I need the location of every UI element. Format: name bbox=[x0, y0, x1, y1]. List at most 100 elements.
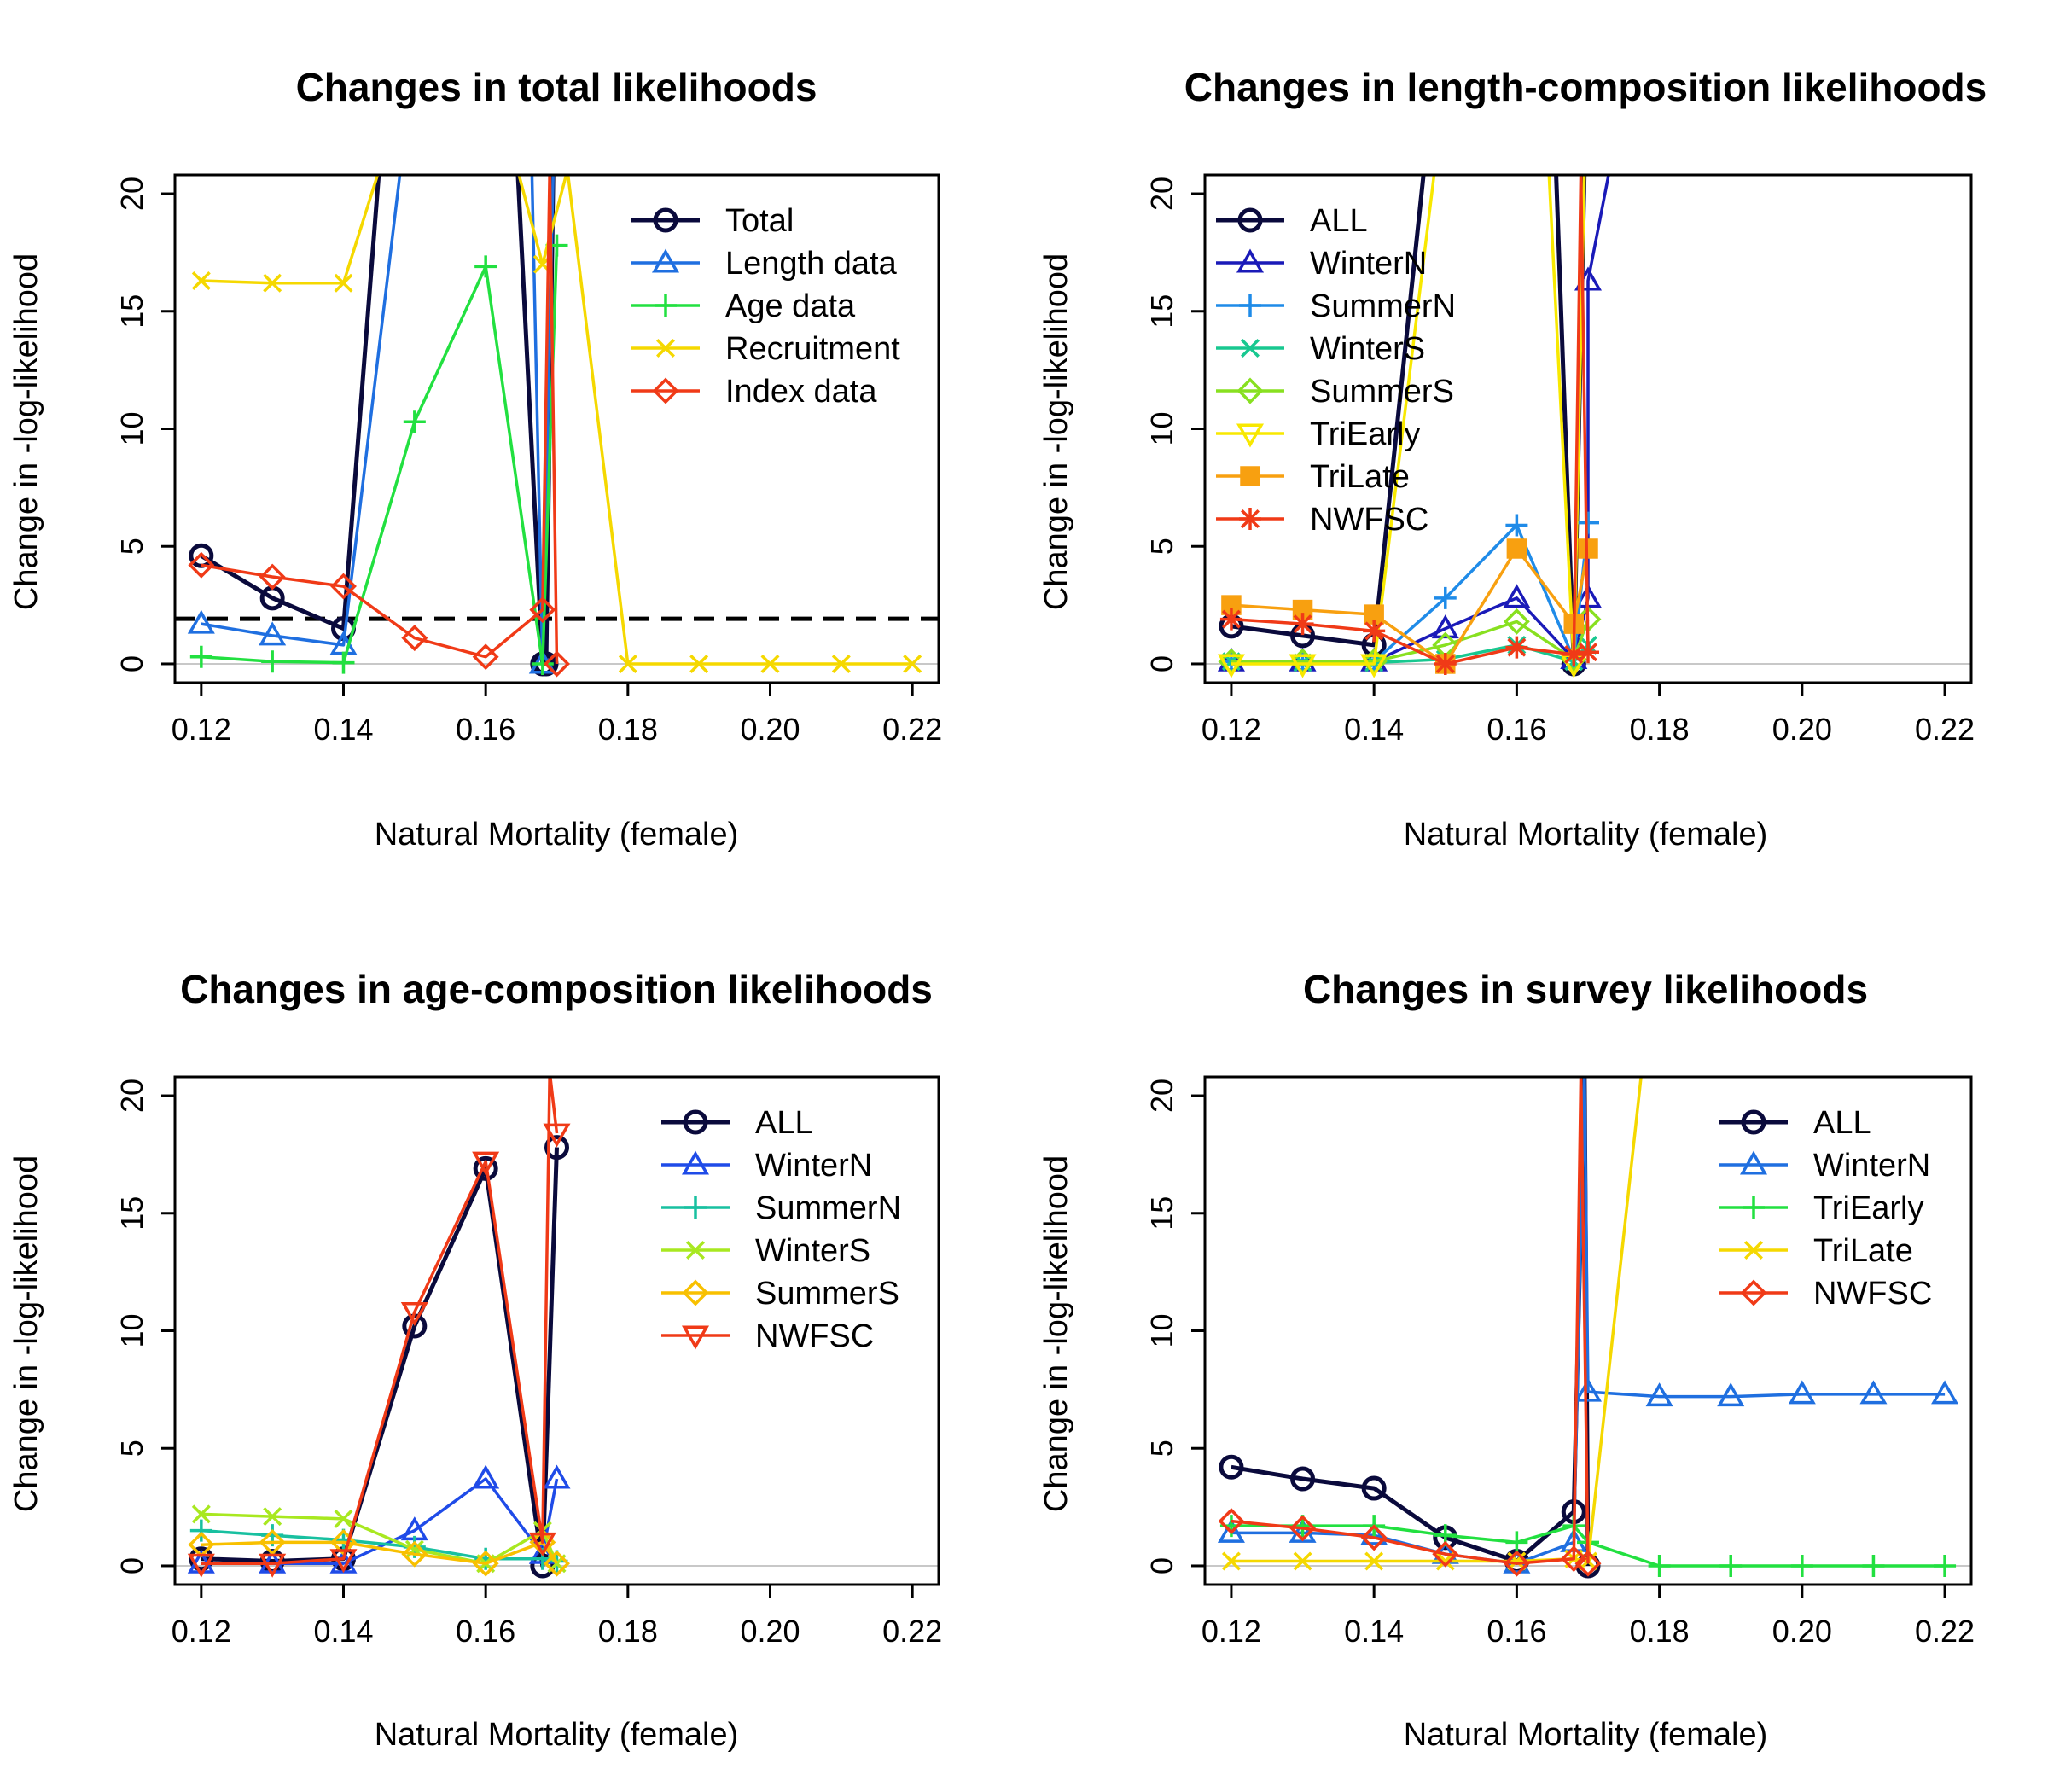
data-point bbox=[1505, 1531, 1528, 1554]
legend-marker bbox=[1744, 1241, 1763, 1260]
x-tick-label: 0.14 bbox=[1344, 1614, 1404, 1649]
panel-title: Changes in total likelihoods bbox=[296, 65, 817, 109]
x-tick-label: 0.22 bbox=[882, 712, 942, 747]
data-point bbox=[1503, 608, 1530, 635]
legend-label: Total bbox=[725, 203, 794, 239]
series-line bbox=[1231, 1524, 1946, 1568]
x-tick-label: 0.22 bbox=[1915, 712, 1975, 747]
legend-marker bbox=[1239, 294, 1261, 317]
legend-marker bbox=[656, 339, 675, 358]
data-point bbox=[544, 650, 570, 678]
data-point bbox=[259, 1553, 287, 1578]
data-point bbox=[189, 1519, 212, 1542]
legend-label: NWFSC bbox=[1310, 502, 1428, 538]
data-point bbox=[191, 1504, 211, 1524]
legend-label: ALL bbox=[755, 1105, 813, 1141]
y-tick-label: 5 bbox=[114, 1440, 149, 1457]
y-tick-label: 15 bbox=[114, 294, 149, 329]
legend-label: TriLate bbox=[1813, 1233, 1913, 1269]
plot-0: 0.12 0.14 0.16 0.18 0.20 0.22 0 5 10 15 20 Total Len… bbox=[114, 173, 942, 747]
y-tick-label: 10 bbox=[114, 1313, 149, 1347]
legend-label: SummerN bbox=[755, 1190, 901, 1226]
x-tick-label: 0.20 bbox=[740, 1614, 800, 1649]
legend-label: ALL bbox=[1813, 1105, 1871, 1141]
data-point bbox=[1431, 614, 1459, 639]
data-point bbox=[263, 273, 282, 293]
data-point bbox=[261, 650, 284, 673]
data-point bbox=[189, 645, 212, 668]
y-tick-label: 0 bbox=[1144, 655, 1179, 672]
data-point bbox=[1290, 1466, 1316, 1492]
x-tick-label: 0.22 bbox=[882, 1614, 942, 1649]
legend-label: SummerN bbox=[1310, 288, 1456, 324]
data-point bbox=[1574, 1377, 1603, 1402]
data-point bbox=[1645, 1382, 1673, 1407]
legend-label: TriLate bbox=[1310, 459, 1410, 495]
data-point bbox=[831, 654, 851, 673]
x-tick-label: 0.16 bbox=[456, 712, 515, 747]
data-point bbox=[1434, 652, 1457, 675]
legend-label: WinterS bbox=[1310, 331, 1425, 367]
data-point bbox=[1790, 1554, 1813, 1577]
y-tick-label: 0 bbox=[114, 1557, 149, 1574]
y-axis-label: Change in -log-likelihood bbox=[1039, 253, 1074, 610]
legend-item-ALL: ALL bbox=[1719, 1105, 1871, 1141]
legend-label: SummerS bbox=[1310, 374, 1454, 410]
data-point bbox=[1289, 654, 1317, 678]
y-tick-label: 5 bbox=[114, 538, 149, 555]
data-point bbox=[472, 1151, 500, 1176]
data-point bbox=[903, 654, 922, 673]
data-point bbox=[259, 563, 286, 591]
y-tick-label: 10 bbox=[1144, 411, 1179, 445]
data-point bbox=[544, 1550, 570, 1577]
legend-item-NWFSC: NWFSC bbox=[661, 1318, 874, 1354]
legend-item-ALL: ALL bbox=[661, 1105, 813, 1141]
legend-marker bbox=[651, 248, 680, 273]
legend-item-TriLate: TriLate bbox=[1216, 459, 1410, 495]
data-point bbox=[1562, 643, 1585, 666]
series-line bbox=[201, 175, 559, 665]
data-point bbox=[1364, 1551, 1384, 1571]
data-point bbox=[1648, 1554, 1671, 1577]
legend-label: WinterN bbox=[755, 1148, 872, 1184]
data-point bbox=[263, 1507, 282, 1527]
y-tick-label: 20 bbox=[114, 177, 149, 211]
x-tick-label: 0.14 bbox=[313, 712, 373, 747]
legend-marker bbox=[655, 294, 677, 317]
legend-label: Index data bbox=[725, 374, 877, 410]
data-point bbox=[1218, 1508, 1245, 1535]
data-point bbox=[1360, 1524, 1388, 1551]
x-tick-label: 0.12 bbox=[1201, 1614, 1261, 1649]
y-axis-label: Change in -log-likelihood bbox=[9, 1155, 44, 1512]
data-point bbox=[1219, 1454, 1244, 1480]
legend-label: WinterN bbox=[1310, 246, 1427, 282]
data-point bbox=[1217, 654, 1245, 678]
series-line bbox=[201, 175, 913, 666]
legend-item-Length data: Length data bbox=[631, 246, 898, 282]
data-point bbox=[1931, 1380, 1959, 1405]
data-point bbox=[1574, 1550, 1602, 1577]
x-tick-label: 0.20 bbox=[1772, 1614, 1832, 1649]
data-point bbox=[187, 609, 215, 634]
data-point bbox=[1434, 586, 1457, 609]
data-point bbox=[618, 654, 637, 673]
panel-title: Changes in length-composition likelihood… bbox=[1184, 65, 1987, 109]
data-point bbox=[401, 625, 428, 652]
legend-label: ALL bbox=[1310, 203, 1368, 239]
legend-item-WinterN: WinterN bbox=[1719, 1148, 1930, 1184]
data-point bbox=[1719, 1554, 1743, 1577]
legend-item-NWFSC: NWFSC bbox=[1216, 502, 1428, 538]
data-point bbox=[473, 1155, 498, 1181]
legend-item-TriEarly: TriEarly bbox=[1216, 416, 1420, 452]
data-point bbox=[1577, 511, 1599, 534]
legend-marker bbox=[686, 1241, 705, 1260]
legend-marker bbox=[652, 377, 679, 404]
plot-areas: 0.12 0.14 0.16 0.18 0.20 0.22 0 5 10 15 20 Total Len… bbox=[114, 173, 1975, 1649]
plot-1: 0.12 0.14 0.16 0.18 0.20 0.22 0 5 10 15 20 ALL Winte… bbox=[1144, 173, 1975, 747]
plot-2: 0.12 0.14 0.16 0.18 0.20 0.22 0 5 10 15 20 ALL Winte… bbox=[114, 1075, 942, 1649]
data-point bbox=[689, 654, 709, 673]
data-point bbox=[1503, 584, 1531, 608]
panel-survey-likelihoods: Changes in survey likelihoods Natural Mo… bbox=[1039, 967, 1868, 1753]
data-point bbox=[528, 1532, 556, 1556]
legend-marker bbox=[684, 1196, 707, 1219]
